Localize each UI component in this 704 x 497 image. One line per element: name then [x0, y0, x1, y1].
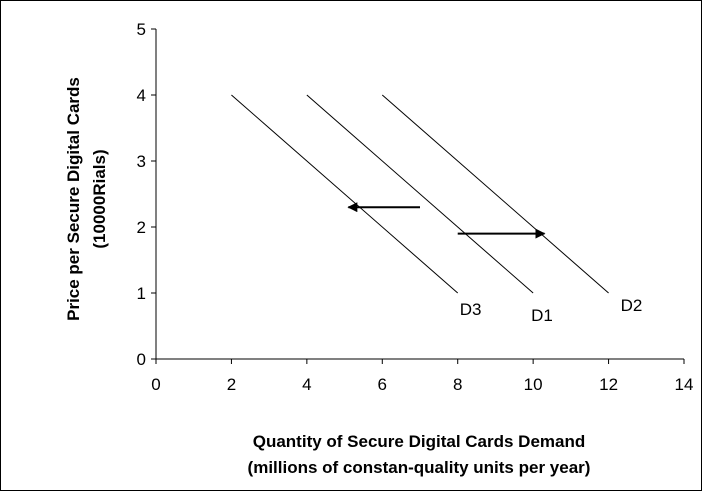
x-axis-title-line2: (millions of constan-quality units per y…	[248, 458, 591, 477]
x-tick-label: 0	[151, 375, 160, 394]
y-tick-label: 0	[137, 350, 146, 369]
y-tick-label: 4	[137, 86, 146, 105]
axes	[151, 28, 685, 364]
y-axis-title-line2: (10000Rials)	[90, 149, 109, 248]
x-tick-label: 8	[453, 375, 462, 394]
x-tick-label: 2	[227, 375, 236, 394]
curve-label-d2: D2	[621, 296, 643, 315]
curve-label-d3: D3	[460, 300, 482, 319]
x-axis-title-line1: Quantity of Secure Digital Cards Demand	[253, 432, 586, 451]
y-axis-title-line1: Price per Secure Digital Cards	[64, 77, 83, 321]
x-tick-label: 10	[524, 375, 543, 394]
demand-curve-d3	[231, 94, 459, 294]
shift-arrows	[347, 202, 546, 239]
y-tick-label: 2	[137, 218, 146, 237]
y-tick-label: 5	[137, 20, 146, 39]
demand-curve-d1	[306, 94, 534, 294]
x-tick-label: 12	[599, 375, 618, 394]
demand-curve-d2	[381, 94, 609, 294]
x-tick-label: 4	[302, 375, 311, 394]
y-tick-label: 1	[137, 284, 146, 303]
curve-labels: D3 D1 D2	[460, 296, 643, 325]
x-tick-label: 6	[378, 375, 387, 394]
x-tick-label: 14	[675, 375, 694, 394]
demand-curves	[231, 94, 609, 294]
curve-label-d1: D1	[531, 306, 553, 325]
y-tick-label: 3	[137, 152, 146, 171]
